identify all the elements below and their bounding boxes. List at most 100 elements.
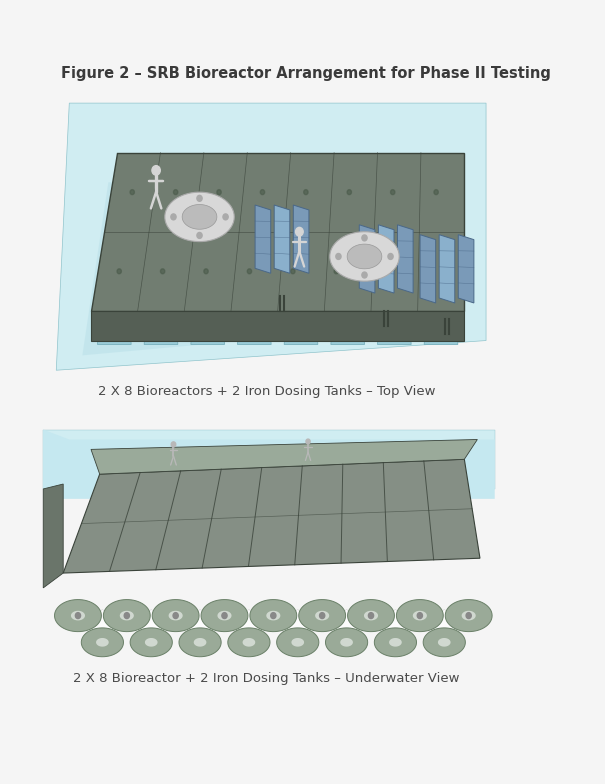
Circle shape	[270, 612, 276, 619]
Polygon shape	[232, 313, 276, 340]
Polygon shape	[266, 611, 280, 620]
Circle shape	[223, 214, 228, 220]
Polygon shape	[81, 628, 123, 657]
Circle shape	[296, 227, 303, 236]
Polygon shape	[56, 103, 486, 370]
Circle shape	[217, 190, 221, 194]
Circle shape	[368, 612, 374, 619]
Circle shape	[378, 269, 382, 274]
Polygon shape	[43, 430, 495, 499]
Polygon shape	[91, 440, 477, 474]
Polygon shape	[347, 244, 382, 269]
Polygon shape	[293, 205, 309, 274]
Polygon shape	[278, 313, 324, 340]
Circle shape	[247, 269, 252, 274]
Circle shape	[171, 442, 175, 447]
Polygon shape	[280, 609, 315, 648]
Polygon shape	[413, 611, 427, 620]
Circle shape	[174, 190, 178, 194]
Circle shape	[160, 269, 165, 274]
Circle shape	[197, 233, 202, 238]
Circle shape	[336, 253, 341, 260]
Polygon shape	[274, 205, 290, 274]
Polygon shape	[389, 638, 402, 647]
Polygon shape	[97, 324, 131, 344]
Polygon shape	[397, 225, 413, 293]
Polygon shape	[427, 609, 462, 648]
Polygon shape	[292, 638, 304, 647]
Polygon shape	[91, 153, 465, 311]
Circle shape	[306, 439, 310, 444]
Polygon shape	[85, 609, 120, 648]
Polygon shape	[243, 638, 255, 647]
Circle shape	[124, 612, 129, 619]
Circle shape	[304, 190, 308, 194]
Circle shape	[362, 235, 367, 241]
Polygon shape	[424, 324, 458, 344]
Polygon shape	[238, 324, 271, 344]
Circle shape	[388, 253, 393, 260]
Text: Figure 2 – SRB Bioreactor Arrangement for Phase II Testing: Figure 2 – SRB Bioreactor Arrangement fo…	[60, 66, 551, 81]
Circle shape	[260, 190, 264, 194]
Polygon shape	[144, 324, 178, 344]
Circle shape	[347, 190, 352, 194]
Circle shape	[362, 272, 367, 278]
Polygon shape	[185, 313, 230, 340]
Polygon shape	[315, 611, 329, 620]
Polygon shape	[250, 600, 297, 632]
Polygon shape	[194, 638, 206, 647]
Polygon shape	[134, 609, 169, 648]
Polygon shape	[139, 313, 183, 340]
Circle shape	[197, 195, 202, 201]
Polygon shape	[372, 313, 417, 340]
Polygon shape	[63, 459, 480, 573]
Polygon shape	[439, 234, 455, 303]
Polygon shape	[217, 611, 232, 620]
Circle shape	[222, 612, 227, 619]
Polygon shape	[396, 600, 443, 632]
Polygon shape	[120, 611, 134, 620]
Polygon shape	[458, 234, 474, 303]
Polygon shape	[420, 234, 436, 303]
Polygon shape	[378, 225, 394, 293]
Polygon shape	[82, 182, 465, 355]
Polygon shape	[103, 600, 150, 632]
Text: 2 X 8 Bioreactor + 2 Iron Dosing Tanks – Underwater View: 2 X 8 Bioreactor + 2 Iron Dosing Tanks –…	[73, 672, 460, 685]
Polygon shape	[54, 600, 102, 632]
Polygon shape	[374, 628, 416, 657]
Circle shape	[152, 165, 160, 175]
Polygon shape	[378, 324, 411, 344]
Polygon shape	[423, 628, 465, 657]
Polygon shape	[183, 609, 217, 648]
Circle shape	[204, 269, 208, 274]
Circle shape	[290, 269, 295, 274]
Polygon shape	[331, 324, 364, 344]
Polygon shape	[130, 628, 172, 657]
Circle shape	[171, 214, 176, 220]
Polygon shape	[92, 313, 137, 340]
Polygon shape	[152, 600, 199, 632]
Polygon shape	[43, 484, 63, 588]
Circle shape	[334, 269, 338, 274]
Polygon shape	[201, 600, 248, 632]
Polygon shape	[348, 600, 394, 632]
Polygon shape	[255, 205, 270, 274]
Polygon shape	[445, 600, 492, 632]
Polygon shape	[91, 311, 465, 340]
Polygon shape	[359, 225, 375, 293]
Polygon shape	[299, 600, 345, 632]
Polygon shape	[419, 313, 463, 340]
Circle shape	[434, 190, 438, 194]
Polygon shape	[325, 313, 370, 340]
Polygon shape	[284, 324, 318, 344]
Polygon shape	[276, 628, 319, 657]
Polygon shape	[325, 628, 368, 657]
Circle shape	[417, 612, 422, 619]
Polygon shape	[179, 628, 221, 657]
Circle shape	[130, 190, 134, 194]
Polygon shape	[364, 611, 378, 620]
Polygon shape	[329, 609, 364, 648]
Circle shape	[173, 612, 178, 619]
Polygon shape	[378, 609, 413, 648]
Polygon shape	[462, 611, 476, 620]
